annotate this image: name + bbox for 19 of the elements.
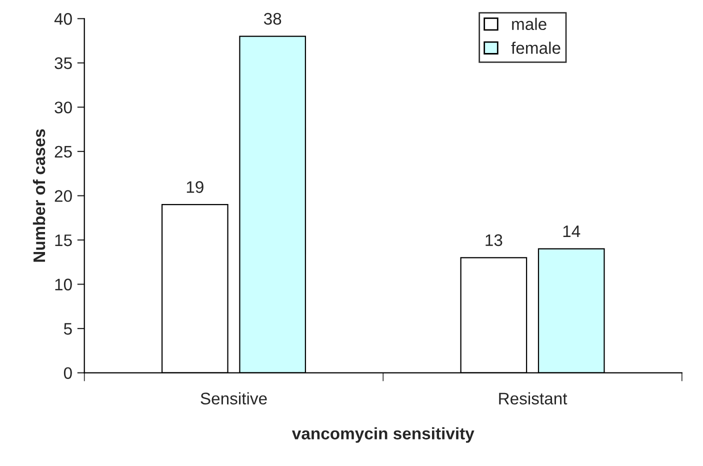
y-tick-label: 0 (64, 367, 72, 380)
data-label: 19 (186, 181, 204, 193)
data-label: 38 (264, 12, 282, 25)
x-axis-title: vancomycin sensitivity (292, 427, 474, 443)
legend-label: female (511, 42, 560, 54)
x-tick-label: Sensitive (200, 392, 267, 404)
y-tick-label: 5 (64, 323, 72, 335)
legend-label: male (512, 18, 546, 30)
x-tick-label: Resistant (499, 392, 568, 404)
y-tick-label: 25 (54, 146, 72, 158)
data-label: 14 (563, 226, 580, 238)
y-tick-label: 20 (54, 190, 72, 202)
y-tick-label: 35 (54, 57, 72, 70)
y-tick-label: 30 (54, 102, 72, 114)
y-axis-title: Number of cases (32, 129, 46, 262)
y-tick-label: 40 (54, 13, 72, 25)
y-tick-label: 15 (55, 234, 72, 246)
data-label: 13 (486, 234, 502, 246)
y-tick-label: 10 (55, 278, 72, 290)
